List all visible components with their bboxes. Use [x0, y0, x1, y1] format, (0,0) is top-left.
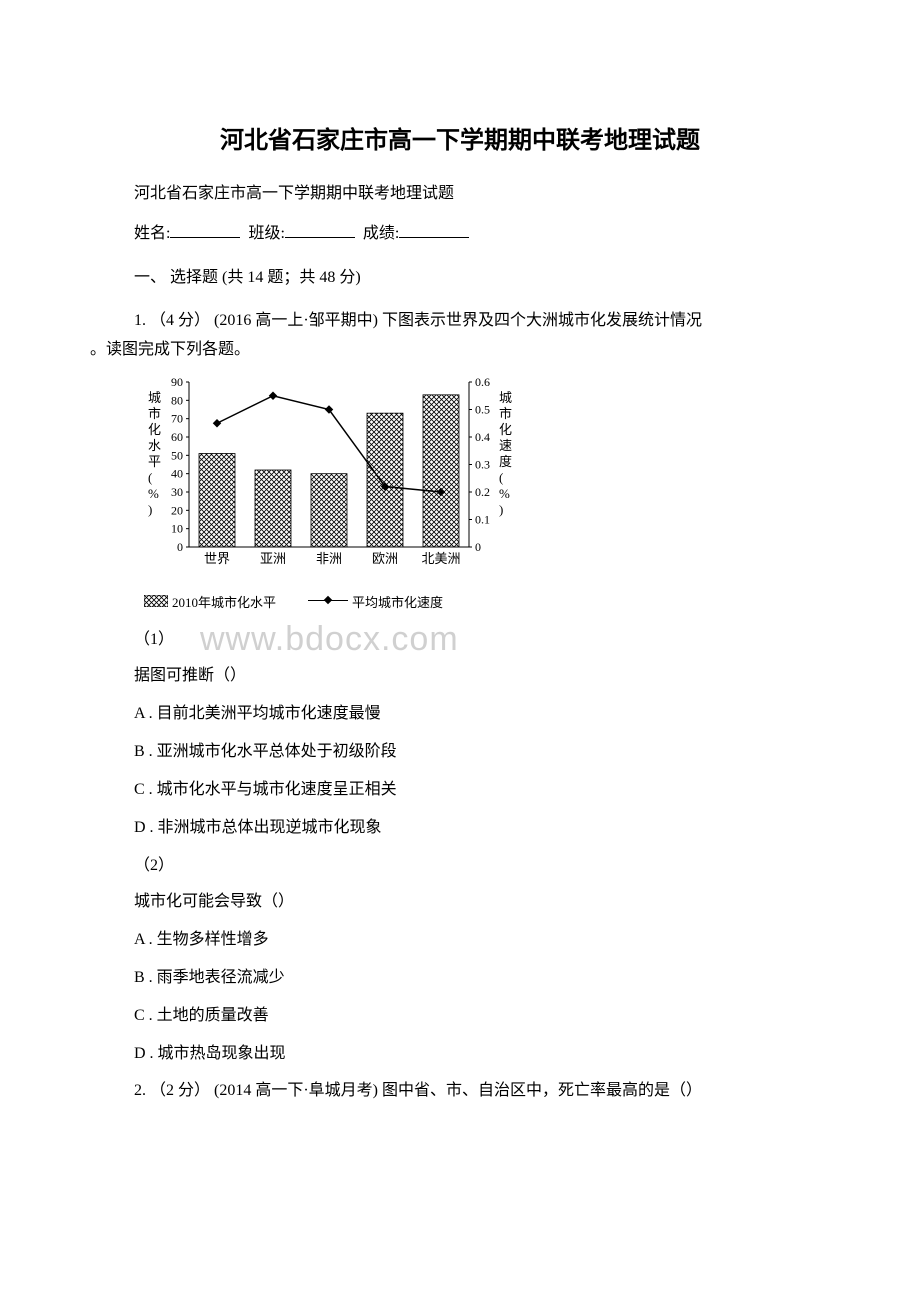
q1-sub1-option-a: A . 目前北美洲平均城市化速度最慢 [90, 699, 830, 723]
legend-line-label: 平均城市化速度 [352, 592, 443, 611]
legend-line: 平均城市化速度 [308, 592, 443, 611]
svg-text:80: 80 [171, 393, 183, 407]
svg-text:50: 50 [171, 448, 183, 462]
q2-intro: 2. （2 分） (2014 高一下·阜城月考) 图中省、市、自治区中，死亡率最… [90, 1077, 830, 1106]
legend-bar: 2010年城市化水平 [144, 592, 276, 611]
svg-text:10: 10 [171, 521, 183, 535]
svg-text:世界: 世界 [204, 551, 230, 566]
class-blank [285, 237, 355, 238]
q1-sub2-option-a: A . 生物多样性增多 [90, 925, 830, 949]
page-title: 河北省石家庄市高一下学期期中联考地理试题 [90, 120, 830, 155]
chart-container: 0 10 20 30 40 50 60 70 80 90 0 0.1 0.2 0.3 0.4 0.5 0.6 城市… [90, 377, 830, 617]
svg-text:30: 30 [171, 485, 183, 499]
q1-intro: 1. （4 分） (2016 高一上·邹平期中) 下图表示世界及四个大洲城市化发… [90, 307, 830, 365]
svg-text:北美洲: 北美洲 [421, 551, 460, 566]
svg-text:0.1: 0.1 [475, 512, 490, 526]
urbanization-chart: 0 10 20 30 40 50 60 70 80 90 0 0.1 0.2 0.3 0.4 0.5 0.6 城市… [134, 377, 514, 617]
name-blank [170, 237, 240, 238]
legend-hatch-icon [144, 595, 168, 607]
svg-text:城市化速度(%): 城市化速度(%) [499, 390, 512, 517]
q1-intro-line2: 。读图完成下列各题。 [90, 341, 250, 358]
svg-text:0.5: 0.5 [475, 402, 490, 416]
svg-text:0: 0 [177, 540, 183, 554]
svg-text:0.6: 0.6 [475, 377, 490, 389]
section-1-header: 一、 选择题 (共 14 题；共 48 分) [90, 263, 830, 287]
q1-sub1-option-d: D . 非洲城市总体出现逆城市化现象 [90, 813, 830, 837]
legend-bar-label: 2010年城市化水平 [172, 592, 276, 611]
q1-sub2-text: 城市化可能会导致（） [90, 887, 830, 911]
subtitle: 河北省石家庄市高一下学期期中联考地理试题 [90, 179, 830, 203]
svg-text:城市化水平(%): 城市化水平(%) [148, 390, 161, 517]
chart-legend: 2010年城市化水平 平均城市化速度 [134, 592, 514, 611]
svg-text:0: 0 [475, 540, 481, 554]
chart-svg: 0 10 20 30 40 50 60 70 80 90 0 0.1 0.2 0.3 0.4 0.5 0.6 城市… [134, 377, 514, 587]
q1-sub2-label: （2） [90, 851, 830, 875]
svg-text:60: 60 [171, 430, 183, 444]
svg-text:亚洲: 亚洲 [260, 551, 286, 566]
svg-text:0.2: 0.2 [475, 485, 490, 499]
svg-text:0.4: 0.4 [475, 430, 490, 444]
q1-sub1-option-c: C . 城市化水平与城市化速度呈正相关 [90, 775, 830, 799]
class-label: 班级: [248, 225, 284, 242]
svg-text:0.3: 0.3 [475, 457, 490, 471]
score-blank [399, 237, 469, 238]
name-label: 姓名: [134, 225, 170, 242]
svg-text:70: 70 [171, 411, 183, 425]
score-label: 成绩: [363, 225, 399, 242]
q1-sub1-option-b: B . 亚洲城市化水平总体处于初级阶段 [90, 737, 830, 761]
q1-intro-line1: 1. （4 分） (2016 高一上·邹平期中) 下图表示世界及四个大洲城市化发… [90, 312, 702, 329]
student-info-line: 姓名: 班级: 成绩: [90, 219, 830, 243]
q1-sub1-text: 据图可推断（） [90, 661, 830, 685]
svg-text:40: 40 [171, 466, 183, 480]
svg-text:90: 90 [171, 377, 183, 389]
q1-sub2-option-c: C . 土地的质量改善 [90, 1001, 830, 1025]
svg-text:欧洲: 欧洲 [372, 551, 398, 566]
svg-text:非洲: 非洲 [316, 551, 342, 566]
q1-sub2-option-d: D . 城市热岛现象出现 [90, 1039, 830, 1063]
q1-sub1-label: （1） [90, 625, 830, 649]
legend-line-icon [308, 595, 348, 607]
svg-text:20: 20 [171, 503, 183, 517]
q1-sub2-option-b: B . 雨季地表径流减少 [90, 963, 830, 987]
